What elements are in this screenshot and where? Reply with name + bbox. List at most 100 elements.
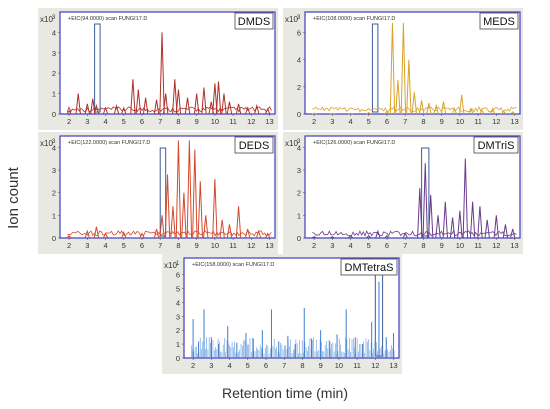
data-peak	[484, 219, 490, 239]
data-peak	[235, 103, 242, 115]
data-peak	[175, 140, 182, 239]
data-peak	[449, 217, 456, 239]
data-peak	[235, 206, 242, 239]
y-tick-label: 3	[297, 166, 301, 175]
x-tick-label: 10	[211, 117, 219, 126]
x-tick-label: 12	[247, 117, 255, 126]
data-peak	[226, 101, 233, 115]
data-peak	[479, 108, 485, 115]
highlight-box	[421, 147, 430, 237]
x-tick-label: 5	[246, 361, 250, 370]
x-tick-label: 6	[385, 117, 389, 126]
data-peak	[170, 206, 176, 239]
trace-header: +EIC(94.0000) scan FUNGI17.D	[68, 16, 147, 22]
data-peak	[66, 110, 72, 115]
data-peak	[311, 112, 317, 115]
data-peak	[192, 149, 198, 239]
data-peak	[113, 103, 120, 115]
data-peak	[197, 181, 203, 239]
data-peak	[153, 228, 160, 239]
y-exponent: 3	[297, 15, 301, 21]
y-tick-label: 0	[297, 110, 301, 119]
x-tick-label: 3	[85, 241, 89, 250]
data-peak	[186, 140, 193, 239]
data-peak	[329, 112, 335, 115]
data-peak	[75, 93, 81, 115]
x-tick-label: 3	[85, 117, 89, 126]
x-tick-label: 10	[456, 241, 464, 250]
compound-label-box	[340, 258, 398, 276]
data-peak	[175, 89, 182, 115]
y-multiplier: x10	[285, 15, 298, 24]
x-tick-label: 12	[371, 361, 379, 370]
trace-header: +EIC(108.0000) scan FUNGI17.D	[313, 16, 395, 22]
data-peak	[254, 103, 260, 115]
y-tick-label: 1	[52, 90, 56, 99]
data-peak	[418, 100, 425, 115]
x-tick-label: 7	[158, 241, 162, 250]
y-tick-label: 0	[176, 354, 180, 363]
compound-label-box	[234, 12, 274, 30]
x-tick-label: 13	[510, 241, 518, 250]
x-tick-label: 2	[312, 241, 316, 250]
x-tick-label: 6	[140, 117, 144, 126]
data-peak	[66, 235, 72, 239]
data-peak	[417, 188, 423, 239]
x-tick-label: 9	[195, 117, 199, 126]
data-peak	[510, 111, 516, 115]
x-tick-label: 6	[140, 241, 144, 250]
data-peak	[402, 232, 408, 239]
data-peak	[201, 87, 207, 115]
data-peak	[411, 92, 418, 115]
data-peak	[348, 112, 353, 115]
data-peak	[172, 79, 178, 115]
y-exponent: 3	[52, 139, 56, 145]
y-tick-label: 2	[176, 326, 180, 335]
data-peak	[121, 106, 127, 115]
data-peak	[93, 103, 100, 115]
x-tick-label: 7	[282, 361, 286, 370]
x-tick-label: 9	[195, 241, 199, 250]
x-tick-label: 4	[348, 241, 352, 250]
y-tick-label: 1	[176, 340, 180, 349]
x-tick-label: 5	[367, 117, 371, 126]
y-tick-label: 4	[297, 56, 301, 65]
x-tick-label: 2	[191, 361, 195, 370]
y-multiplier: x10	[40, 15, 53, 24]
data-peak	[139, 232, 145, 239]
x-tick-label: 4	[103, 241, 107, 250]
x-tick-label: 13	[265, 241, 273, 250]
x-tick-label: 8	[300, 361, 304, 370]
y-tick-label: 3	[52, 166, 56, 175]
data-peak	[435, 215, 441, 239]
data-peak	[477, 206, 483, 239]
data-peak	[135, 89, 142, 115]
data-peak	[164, 174, 171, 239]
x-tick-label: 5	[122, 117, 126, 126]
data-peak	[366, 235, 372, 239]
trace	[311, 22, 517, 115]
x-tick-label: 12	[492, 117, 500, 126]
data-peak	[389, 22, 396, 115]
compound-label: DMTetraS	[345, 262, 394, 274]
y-tick-label: 4	[52, 28, 56, 37]
y-tick-label: 2	[52, 69, 56, 78]
y-tick-label: 4	[176, 298, 180, 307]
trace-header: +EIC(122.0000) scan FUNGI17.D	[68, 140, 150, 146]
data-peak	[469, 201, 476, 239]
y-exponent: 1	[176, 261, 180, 267]
data-peak	[84, 229, 91, 239]
data-peak	[426, 103, 432, 115]
x-tick-label: 3	[330, 117, 334, 126]
data-peak	[203, 215, 209, 239]
x-tick-label: 12	[247, 241, 255, 250]
x-tick-label: 7	[158, 117, 162, 126]
chart-panel: x10 1 +EIC(158.0000) scan FUNGI17.D0123456…	[162, 254, 402, 374]
data-peak	[90, 98, 96, 115]
y-tick-label: 6	[297, 28, 301, 37]
x-tick-label: 13	[389, 361, 397, 370]
compound-label: DMTriS	[478, 140, 515, 152]
x-tick-label: 2	[312, 117, 316, 126]
